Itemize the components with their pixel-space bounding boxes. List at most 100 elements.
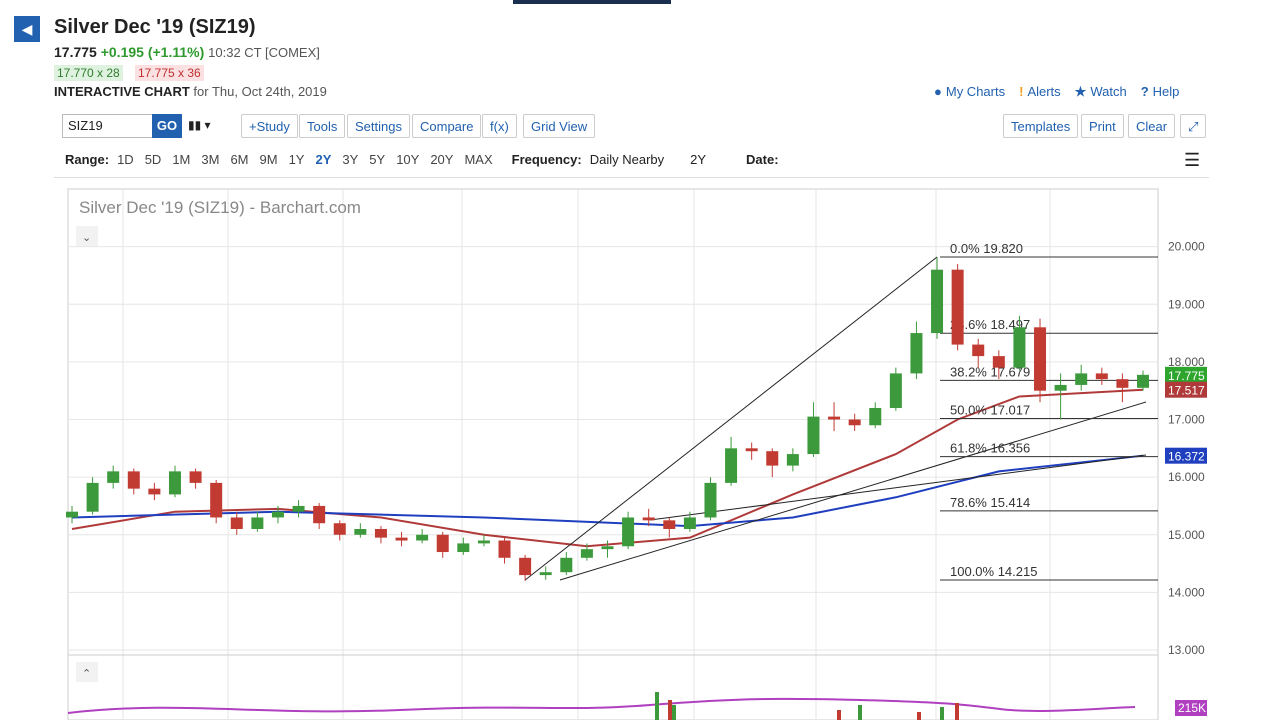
expand-volume-icon: ⌃ xyxy=(82,668,91,680)
range-option[interactable]: 3Y xyxy=(342,152,359,167)
range-option[interactable]: 20Y xyxy=(430,152,454,167)
link[interactable]: ● My Charts xyxy=(934,84,1005,99)
candle-body xyxy=(889,373,902,408)
candle-body xyxy=(230,517,243,529)
expand-volume xyxy=(76,662,98,682)
range-option[interactable]: 9M xyxy=(259,152,278,167)
candle-body xyxy=(766,451,779,466)
range-label: Range: xyxy=(65,152,110,167)
candle-body xyxy=(1075,373,1088,385)
range-option[interactable]: 1Y xyxy=(288,152,305,167)
candle-body xyxy=(66,511,78,518)
candle-body xyxy=(683,517,696,529)
volume-tag-label: 215K xyxy=(1178,701,1206,715)
go-button[interactable]: GO xyxy=(152,114,182,138)
toolbar-button[interactable]: Settings xyxy=(347,114,410,138)
range-option[interactable]: 3M xyxy=(201,152,220,167)
toolbar-button[interactable]: Compare xyxy=(412,114,482,138)
candle-body xyxy=(313,505,326,524)
candle-body xyxy=(1116,379,1129,388)
volume-average xyxy=(67,697,1136,714)
candle-body xyxy=(704,482,717,518)
candle-body xyxy=(107,471,120,483)
range-option[interactable]: 5D xyxy=(144,152,162,167)
fib-label: 50.0% 17.017 xyxy=(950,403,1030,418)
range-option[interactable]: 10Y xyxy=(396,152,420,167)
candle-body xyxy=(1095,373,1108,380)
link-text: My Charts xyxy=(945,84,1006,99)
candle-body xyxy=(807,416,820,455)
range-option[interactable]: 2Y xyxy=(315,152,332,167)
plot-area xyxy=(67,188,1159,720)
candle-body xyxy=(745,448,758,452)
range-bar: Range: 1D 5D 1M 3M 6M 9M 1Y 2Y 3Y 5Y 10Y 20Y MAX Frequ… xyxy=(65,152,779,167)
candle-body xyxy=(374,528,387,538)
toolbar-button[interactable]: +Study xyxy=(241,114,298,138)
toolbar-button[interactable]: Grid View xyxy=(523,114,596,138)
range-option[interactable]: 6M xyxy=(230,152,249,167)
y-tick-label: 13.000 xyxy=(1168,643,1205,657)
moving-average xyxy=(71,388,1144,548)
candle-body xyxy=(725,448,738,483)
candle-body xyxy=(931,269,944,334)
range-option[interactable]: MAX xyxy=(464,152,493,167)
range-option[interactable]: 1D xyxy=(117,152,134,167)
toolbar-button[interactable]: Tools xyxy=(299,114,346,138)
watermark: Silver Dec '19 (SIZ19) - Barchart.com xyxy=(79,198,361,217)
fib-trendline xyxy=(524,256,938,581)
y-tick-label: 19.000 xyxy=(1168,297,1205,311)
toolbar-button[interactable]: Print xyxy=(1081,114,1124,138)
candle-body xyxy=(436,534,449,553)
change: +0.195 (+1.11%) xyxy=(100,44,205,60)
toolbar-button[interactable]: Clear xyxy=(1128,114,1176,138)
toolbar-button[interactable]: f(x) xyxy=(482,114,517,138)
candle-body xyxy=(1013,327,1026,368)
candle-body xyxy=(910,333,923,374)
candle-body xyxy=(498,540,511,558)
divider xyxy=(54,177,1209,178)
candle-body xyxy=(951,269,964,345)
candle-body xyxy=(828,416,841,420)
toolbar-button[interactable]: Templates xyxy=(1003,114,1079,138)
candle-body xyxy=(992,356,1005,368)
back-button[interactable]: ◀ xyxy=(14,16,40,42)
candle-body xyxy=(354,528,367,535)
range-option[interactable]: 5Y xyxy=(369,152,386,167)
link-text: Watch xyxy=(1090,84,1127,99)
expand-button[interactable]: ⤢ xyxy=(1180,114,1206,138)
link-text: Help xyxy=(1152,84,1180,99)
time: 10:32 CT [COMEX] xyxy=(208,45,320,60)
fib-label: 61.8% 16.356 xyxy=(950,441,1030,456)
period-select[interactable]: 2Y xyxy=(690,152,707,167)
menu-button[interactable]: ☰ xyxy=(1184,150,1201,170)
price-tag xyxy=(1165,381,1207,398)
moving-average xyxy=(71,454,1144,528)
volume-tag xyxy=(1175,700,1207,716)
bid: 17.770 x 28 xyxy=(54,65,123,81)
y-tick-label: 15.000 xyxy=(1168,528,1205,542)
chart-type-button[interactable]: ▮▮ ▾ xyxy=(188,118,211,132)
price-tag-label: 17.517 xyxy=(1168,384,1205,398)
y-tick-label: 20.000 xyxy=(1168,240,1205,254)
link[interactable]: ? Help xyxy=(1141,84,1180,99)
fib-label: 100.0% 14.215 xyxy=(950,564,1037,579)
volume-bar xyxy=(672,705,676,720)
trendline xyxy=(649,454,1147,521)
y-tick-label: 18.000 xyxy=(1168,355,1205,369)
fib-label: 0.0% 19.820 xyxy=(950,241,1023,256)
candle-body xyxy=(251,517,264,529)
volume-bar xyxy=(940,707,944,720)
chart-label: INTERACTIVE CHART xyxy=(54,84,190,99)
link[interactable]: ! Alerts xyxy=(1019,84,1061,99)
trendline xyxy=(559,401,1147,581)
price-tag xyxy=(1165,366,1207,383)
chart-date: for Thu, Oct 24th, 2019 xyxy=(193,84,327,99)
range-option[interactable]: 1M xyxy=(172,152,191,167)
frequency-select[interactable]: Daily Nearby xyxy=(589,152,665,167)
y-tick-label: 16.000 xyxy=(1168,470,1205,484)
candle-body xyxy=(1034,327,1047,391)
candle-body xyxy=(1137,374,1149,388)
link[interactable]: ★ Watch xyxy=(1075,84,1127,99)
candle-body xyxy=(86,482,99,512)
